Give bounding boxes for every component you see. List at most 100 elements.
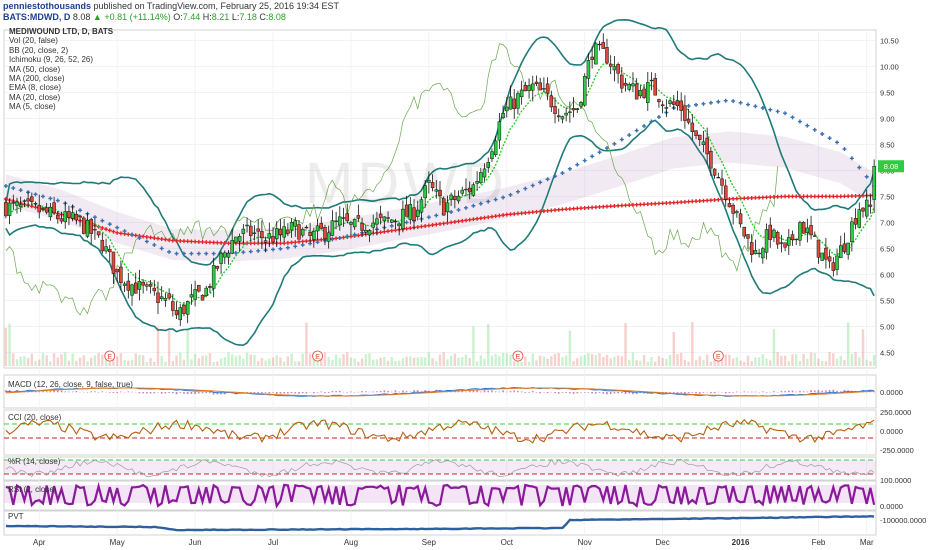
candle-body: [505, 106, 509, 112]
ma50-point: [256, 248, 261, 253]
macd-histogram-bar: [535, 392, 538, 393]
candle-body: [531, 83, 535, 91]
ma200-point: [144, 234, 149, 239]
ma50-point: [152, 242, 157, 247]
volume-bar: [249, 354, 252, 366]
volume-bar: [839, 356, 842, 366]
candle-body: [857, 209, 862, 228]
ma200-point: [527, 210, 532, 215]
candle-body: [523, 85, 528, 92]
indicator-ema8[interactable]: EMA (8, close): [9, 83, 62, 93]
macd-histogram-bar: [316, 392, 319, 393]
macd-histogram-bar: [572, 392, 575, 394]
symbol-label: BATS:MDWD, D: [3, 12, 71, 22]
macd-histogram-bar: [624, 392, 627, 394]
candle-body: [445, 202, 450, 213]
candle-body: [460, 189, 465, 194]
macd-histogram-bar: [97, 392, 100, 393]
indicator-vol[interactable]: Vol (20, false): [9, 36, 58, 46]
ma200-point: [686, 199, 691, 204]
volume-bar: [4, 327, 8, 366]
volume-bar: [201, 355, 204, 366]
macd-histogram-bar: [424, 390, 426, 393]
volume-bar: [820, 360, 824, 366]
ma200-point: [794, 194, 799, 199]
candle-body: [415, 209, 420, 218]
candle-body: [178, 307, 183, 321]
author-link[interactable]: penniestothousands: [3, 1, 92, 11]
volume-bar: [668, 354, 672, 366]
macd-histogram-bar: [498, 391, 501, 393]
ma200-point: [734, 196, 739, 201]
ma50-point: [33, 192, 38, 197]
ma50-point: [449, 210, 454, 214]
candle-body: [627, 84, 631, 90]
macd-histogram-bar: [561, 392, 564, 393]
candle-body: [683, 105, 687, 121]
indicator-ichimoku[interactable]: Ichimoku (9, 26, 52, 26): [9, 55, 94, 65]
volume-bar: [412, 357, 416, 366]
ma200-point: [861, 193, 866, 198]
macd-histogram-bar: [810, 390, 812, 393]
candle-body: [215, 266, 220, 269]
candle-body: [300, 229, 305, 236]
indicator-ma20[interactable]: MA (20, close): [9, 92, 61, 102]
indicator-ma50[interactable]: MA (50, close): [9, 64, 61, 74]
volume-bar: [728, 354, 731, 366]
macd-histogram-bar: [272, 392, 274, 393]
volume-bar: [312, 354, 316, 366]
candle-body: [783, 242, 787, 248]
indicator-ma5[interactable]: MA (5, close): [9, 102, 56, 112]
cci-label[interactable]: CCI (20, close): [8, 413, 62, 422]
indicator-ma200[interactable]: MA (200, close): [9, 74, 65, 84]
macd-histogram-bar: [120, 391, 122, 393]
ma50-point: [515, 189, 520, 194]
macd-histogram-bar: [383, 390, 386, 393]
ma200-point: [408, 226, 413, 231]
candle-body: [167, 293, 171, 299]
cci-line: [5, 418, 875, 444]
candle-body: [727, 203, 732, 208]
rsi-label[interactable]: RSI (2, close): [8, 485, 57, 494]
candle-body: [545, 83, 550, 94]
volume-bar: [487, 323, 490, 366]
macd-histogram-bar: [873, 391, 875, 393]
williams-r-label[interactable]: %R (14, close): [8, 457, 61, 466]
pvt-label[interactable]: PVT: [8, 512, 24, 521]
candle-body: [835, 255, 839, 270]
volume-bar: [583, 354, 586, 366]
macd-histogram-bar: [372, 391, 375, 393]
macd-histogram-bar: [743, 391, 746, 393]
candle-body: [449, 194, 453, 200]
macd-histogram-bar: [832, 389, 835, 393]
volume-bar: [850, 353, 854, 366]
candle-body: [820, 252, 824, 261]
macd-histogram-bar: [695, 392, 697, 394]
price-tick-label: 7.00: [880, 218, 895, 227]
volume-bar: [127, 360, 130, 366]
candle-body: [382, 216, 387, 222]
price-tick-label: 10.00: [880, 62, 899, 71]
macd-label[interactable]: MACD (12, 26, close, 9, false, true): [8, 380, 133, 389]
candle-body: [334, 220, 338, 222]
ma200-point: [604, 204, 609, 209]
macd-histogram-bar: [376, 391, 378, 393]
macd-histogram-bar: [261, 392, 263, 394]
macd-histogram-bar: [821, 390, 823, 393]
ma50-point: [582, 158, 587, 163]
macd-histogram-bar: [57, 390, 59, 393]
ma50-point: [797, 119, 802, 124]
ma50-point: [426, 215, 431, 220]
ma200-point: [534, 209, 539, 214]
candle-body: [263, 240, 268, 243]
close-value: 8.08: [268, 12, 286, 22]
macd-histogram-bar: [617, 392, 619, 394]
macd-histogram-bar: [524, 392, 527, 393]
macd-histogram-bar: [90, 391, 92, 393]
ma200-point: [467, 217, 472, 222]
ma200-point: [163, 237, 168, 242]
candle-body: [653, 78, 657, 96]
indicator-bb[interactable]: BB (20, close, 2): [9, 45, 69, 55]
ma200-point: [775, 194, 780, 199]
